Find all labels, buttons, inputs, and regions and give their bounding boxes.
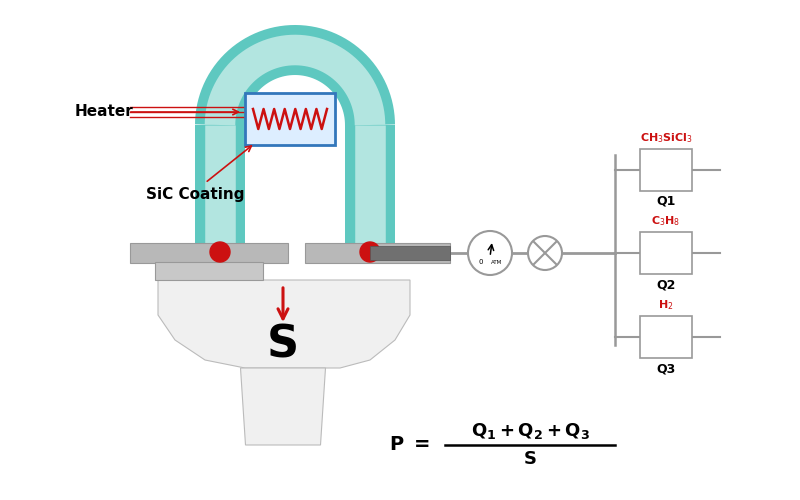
Bar (155, 262, 263, 280)
Text: SiC Coating: SiC Coating (146, 188, 244, 202)
Text: H$_2$: H$_2$ (658, 298, 674, 312)
Bar (130, 243, 288, 263)
Text: $\mathbf{S}$: $\mathbf{S}$ (523, 450, 537, 468)
Circle shape (210, 242, 230, 262)
Text: CH$_3$SiCl$_3$: CH$_3$SiCl$_3$ (639, 131, 693, 145)
Text: Q2: Q2 (656, 278, 676, 291)
Text: S: S (267, 324, 299, 366)
Text: Q3: Q3 (656, 362, 676, 375)
Bar (640, 232, 692, 274)
Bar (245, 93, 335, 145)
Bar (370, 246, 450, 260)
Circle shape (528, 236, 562, 270)
Circle shape (360, 242, 380, 262)
Bar (640, 316, 692, 358)
Circle shape (468, 231, 512, 275)
Text: $\mathbf{Q_1 + Q_2 + Q_3}$: $\mathbf{Q_1 + Q_2 + Q_3}$ (470, 421, 590, 441)
Polygon shape (241, 368, 326, 445)
Text: C$_3$H$_8$: C$_3$H$_8$ (651, 214, 681, 228)
Text: Heater: Heater (75, 104, 134, 120)
Polygon shape (158, 280, 410, 368)
Text: Q1: Q1 (656, 195, 676, 208)
Bar (640, 149, 692, 191)
Bar (305, 243, 450, 263)
Text: 0: 0 (478, 259, 483, 265)
Text: ATM: ATM (491, 260, 502, 264)
Text: $\mathbf{P\ =}$: $\mathbf{P\ =}$ (390, 436, 430, 454)
